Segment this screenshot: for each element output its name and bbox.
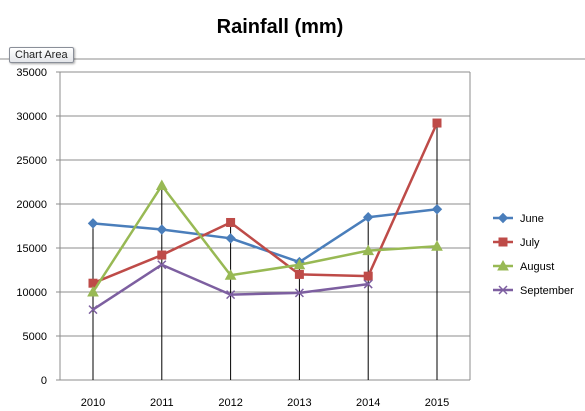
data-point-august [431,240,443,251]
data-point-august [293,258,306,270]
marker-stroke [294,288,304,298]
marker-stroke [363,279,373,289]
marker-stroke [88,305,98,315]
axes: 0 5000 10000 15000 20000 25000 30000 35000 2010 2… [16,67,471,409]
legend-marker [497,212,509,224]
legend-item-june: June [493,212,544,225]
data-point-august [224,269,237,280]
marker-stroke [226,290,236,300]
legend-marker [498,285,508,295]
y-tick-label: 15000 [16,243,47,255]
y-tick-label: 25000 [16,155,47,167]
data-point-july [226,217,236,227]
data-point-july [294,269,304,279]
series-line-august [91,184,438,293]
series-line-june [92,208,438,264]
data-point-june [362,211,374,223]
legend-marker [498,237,508,247]
x-tick-label: 2010 [81,397,105,409]
y-tick-label: 10000 [16,287,47,299]
legend: June July August September [493,212,574,297]
y-tick-label: 5000 [23,331,47,343]
y-tick-label: 35000 [16,67,47,79]
legend-label: July [520,237,540,249]
data-point-september [363,279,373,289]
legend-item-september: September [493,285,574,297]
series-line-july [92,122,439,285]
legend-marker [497,259,509,271]
data-point-july [157,250,167,260]
y-tick-label: 20000 [16,199,47,211]
data-point-june [431,204,443,215]
y-tick-label: 0 [41,375,47,387]
y-tick-label: 30000 [16,111,47,123]
data-point-august [87,285,99,297]
legend-item-july: July [493,237,540,249]
drop-lines [92,123,438,380]
data-point-june [225,233,236,244]
data-point-august [362,244,375,256]
data-point-june [156,224,168,235]
marker-stroke [498,285,508,295]
x-tick-label: 2013 [287,397,311,409]
data-point-september [88,305,98,315]
x-tick-label: 2014 [356,397,380,409]
x-tick-label: 2012 [218,397,242,409]
legend-item-august: August [493,259,554,273]
chart-area-tooltip: Chart Area [9,47,74,63]
legend-label: June [520,213,544,225]
series-august [87,179,443,297]
data-point-september [157,260,167,270]
series [87,118,443,315]
data-point-september [226,290,236,300]
chart-title: Rainfall (mm) [217,16,344,38]
data-point-july [432,118,442,128]
series-june [87,204,443,268]
data-point-august [155,179,168,191]
data-point-july [363,271,373,281]
series-july [88,118,442,288]
legend-label: August [520,261,554,273]
marker-stroke [157,260,167,270]
x-tick-label: 2011 [150,397,174,409]
legend-label: September [520,285,574,297]
data-point-june [87,218,99,229]
x-tick-label: 2015 [425,397,449,409]
data-point-september [294,288,304,298]
series-september [88,260,373,315]
